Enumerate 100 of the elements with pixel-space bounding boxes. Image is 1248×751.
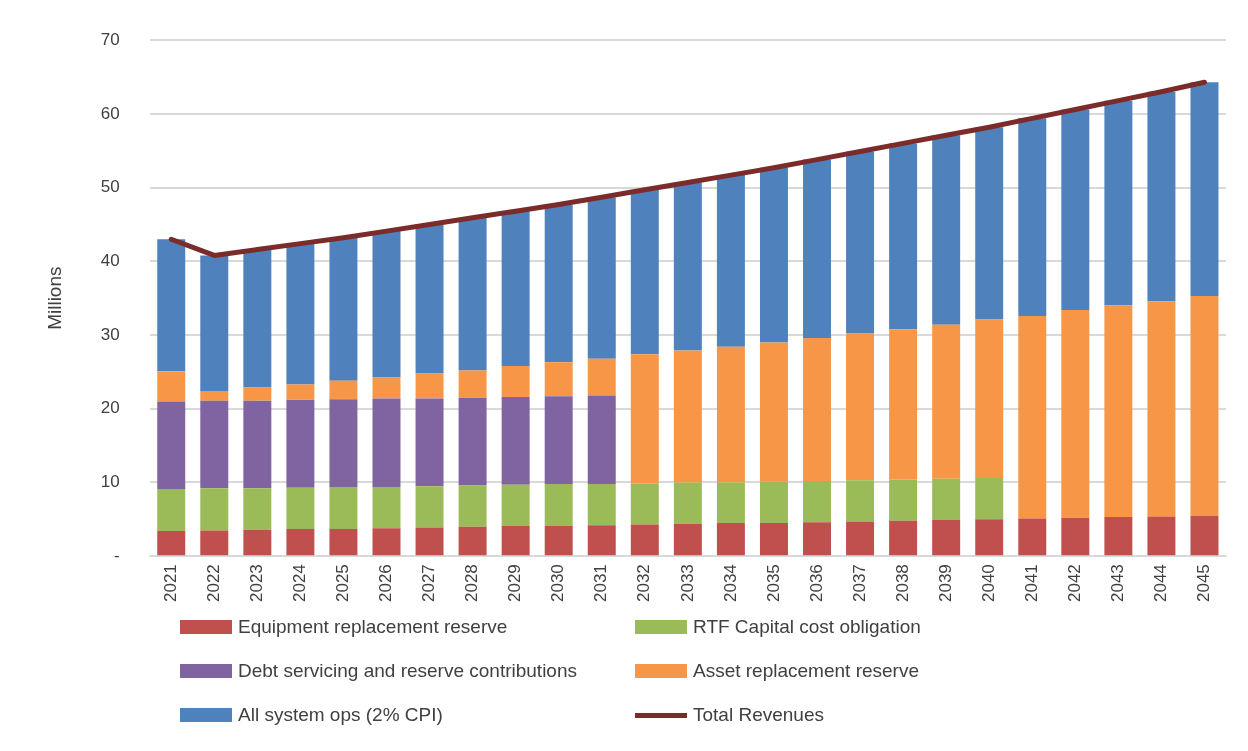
bar xyxy=(501,366,530,397)
x-tick-label: 2022 xyxy=(203,564,223,603)
bar xyxy=(846,333,875,481)
bar xyxy=(759,481,788,524)
bar xyxy=(157,401,186,490)
bar xyxy=(630,524,659,556)
bar xyxy=(673,182,702,351)
bar xyxy=(803,522,831,556)
x-tick-label: 2038 xyxy=(892,564,912,603)
bar xyxy=(458,370,487,398)
bar xyxy=(1104,100,1133,306)
bar xyxy=(544,525,573,556)
bar xyxy=(587,197,616,359)
bar xyxy=(716,523,745,556)
bar xyxy=(803,338,831,481)
bar xyxy=(200,391,229,401)
bar xyxy=(200,400,229,489)
bar xyxy=(200,255,229,392)
bar xyxy=(975,478,1004,520)
x-tick-label: 2030 xyxy=(548,564,568,603)
bar xyxy=(329,399,358,487)
bar xyxy=(372,398,401,487)
bar xyxy=(200,530,229,556)
bar xyxy=(1104,517,1133,556)
bar xyxy=(458,526,487,556)
y-tick-label: - xyxy=(114,545,120,565)
bar xyxy=(501,484,530,526)
bar xyxy=(1190,82,1219,296)
x-tick-label: 2043 xyxy=(1108,564,1128,603)
bar xyxy=(286,528,315,556)
bar xyxy=(975,319,1004,479)
bar xyxy=(329,380,358,400)
x-tick-label: 2034 xyxy=(720,564,740,603)
legend-label: All system ops (2% CPI) xyxy=(238,704,443,726)
bar xyxy=(243,488,272,530)
bar xyxy=(630,483,659,525)
bar xyxy=(286,399,315,488)
bar xyxy=(372,528,401,556)
bar xyxy=(157,239,186,372)
x-tick-label: 2042 xyxy=(1065,564,1085,603)
x-tick-label: 2045 xyxy=(1194,564,1214,603)
bar xyxy=(157,531,186,556)
x-tick-label: 2025 xyxy=(333,564,353,603)
bar xyxy=(587,358,616,396)
legend-label: Total Revenues xyxy=(693,704,824,726)
bar xyxy=(286,487,315,529)
bar xyxy=(200,488,229,531)
y-tick-label: 30 xyxy=(100,324,120,344)
bar xyxy=(329,528,358,556)
bar xyxy=(673,523,702,556)
bar xyxy=(1061,309,1090,518)
bar xyxy=(372,486,401,529)
bar xyxy=(846,151,875,334)
bar xyxy=(932,478,961,521)
y-tick-label: 50 xyxy=(100,177,120,197)
legend-label: Asset replacement reserve xyxy=(693,660,919,682)
bar xyxy=(1190,295,1219,516)
bar xyxy=(157,489,186,532)
x-tick-label: 2031 xyxy=(591,564,611,603)
bar xyxy=(759,342,788,482)
x-tick-label: 2044 xyxy=(1151,564,1171,603)
bar xyxy=(1018,518,1047,556)
bar xyxy=(1061,109,1090,310)
bar xyxy=(415,486,444,528)
bar xyxy=(889,520,918,556)
x-tick-label: 2033 xyxy=(677,564,697,603)
bar xyxy=(243,400,272,489)
bar xyxy=(846,521,875,556)
bar xyxy=(716,482,745,524)
bar xyxy=(329,486,358,529)
bar xyxy=(759,523,788,556)
bar xyxy=(501,396,530,485)
bar xyxy=(889,479,918,521)
bar xyxy=(932,520,961,556)
x-tick-label: 2037 xyxy=(849,564,869,603)
bar xyxy=(630,354,659,484)
bar xyxy=(587,395,616,484)
bar xyxy=(544,396,573,484)
y-tick-label: 20 xyxy=(100,398,120,418)
x-tick-label: 2027 xyxy=(419,564,439,603)
y-tick-label: 40 xyxy=(100,251,120,271)
bar xyxy=(716,175,745,347)
bar xyxy=(286,243,315,385)
bar xyxy=(415,527,444,556)
bar xyxy=(975,519,1004,556)
bar xyxy=(415,224,444,374)
bar xyxy=(932,324,961,479)
bar xyxy=(415,373,444,399)
bar xyxy=(846,480,875,522)
bar xyxy=(501,211,530,367)
bar xyxy=(372,231,401,378)
bar xyxy=(975,127,1004,320)
bar xyxy=(1147,91,1176,302)
bar xyxy=(501,525,530,556)
bar xyxy=(759,167,788,343)
x-tick-label: 2036 xyxy=(806,564,826,603)
y-tick-label: 70 xyxy=(100,29,120,49)
bar xyxy=(1190,515,1219,556)
bar xyxy=(286,384,315,400)
bar xyxy=(889,143,918,330)
